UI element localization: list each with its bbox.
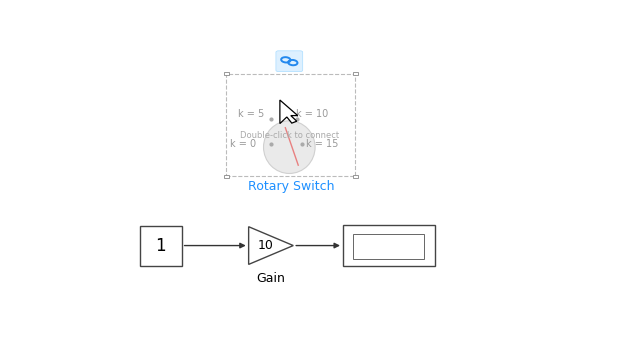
Bar [140,226,182,266]
Text: Gain: Gain [257,272,285,285]
Polygon shape [249,227,293,264]
Bar [224,175,229,177]
Bar [227,74,355,176]
Text: Double-click to connect: Double-click to connect [240,131,339,140]
FancyBboxPatch shape [276,51,303,72]
Text: 1: 1 [156,237,166,255]
Text: Rotary Switch: Rotary Switch [248,180,334,193]
Bar [343,225,435,266]
Bar [353,72,358,75]
Text: k = 5: k = 5 [238,109,264,119]
Ellipse shape [264,121,315,174]
Text: k = 15: k = 15 [306,139,338,149]
Bar [224,72,229,75]
Polygon shape [280,100,298,123]
Text: k = 0: k = 0 [230,139,256,149]
Bar [353,175,358,177]
Text: k = 10: k = 10 [296,109,328,119]
Text: 10: 10 [258,239,273,252]
Bar [353,234,424,258]
